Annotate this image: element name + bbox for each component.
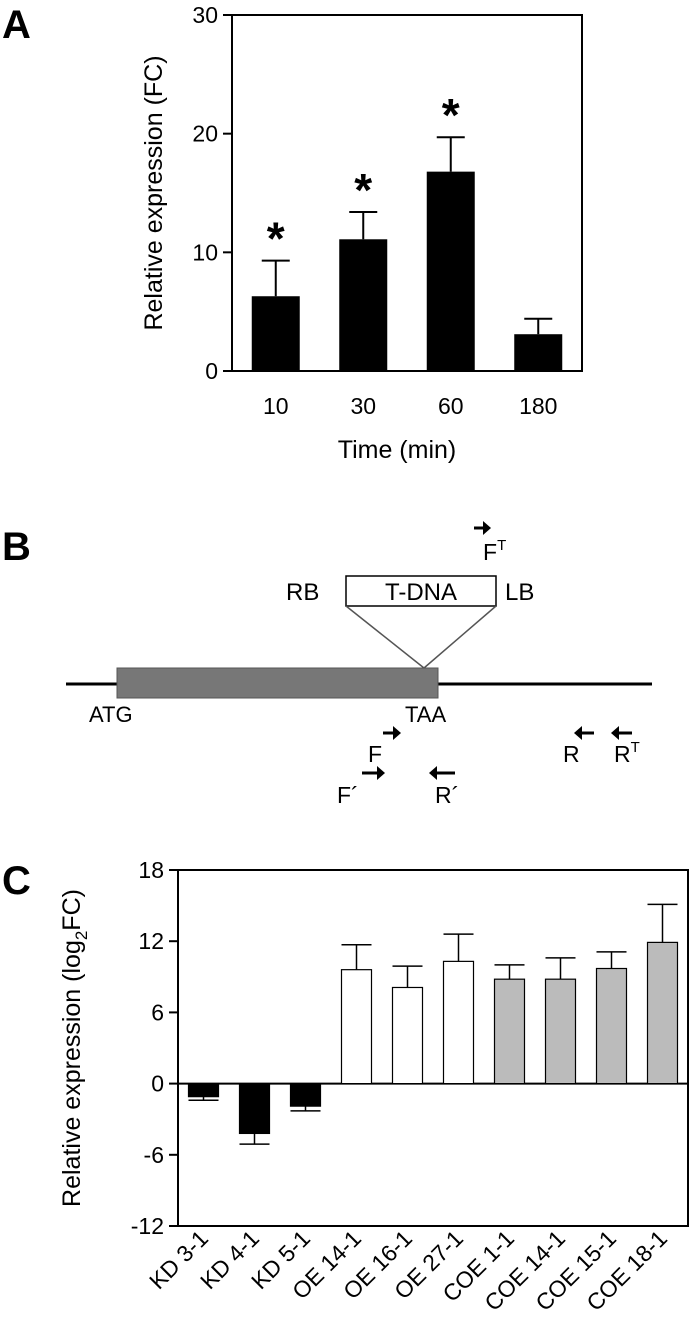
panel-c-bar	[442, 960, 475, 1085]
panel-a-bar	[426, 171, 475, 371]
panel-a-letter: A	[2, 3, 31, 47]
panel-a-bar	[339, 239, 388, 371]
panel-c-y-tick-label: 12	[138, 928, 164, 954]
panel-c-bar	[238, 1082, 271, 1135]
panel-c-bar	[391, 986, 424, 1085]
panel-a-bar	[514, 334, 563, 371]
panel-c-x-axis: KD 3-1KD 4-1KD 5-1OE 14-1OE 16-1OE 27-1C…	[144, 1225, 672, 1316]
primer-arrow-ft	[474, 521, 491, 535]
primer-arrow-fp	[362, 766, 385, 780]
primer-label-rt: RT	[614, 739, 640, 767]
primer-arrow-f	[383, 726, 401, 740]
panel-c-y-tick-label: 18	[138, 857, 164, 883]
panel-c: C -12 -6 0 6 12 18 KD 3-1KD 4-1KD 5-1OE 14-1O…	[2, 857, 689, 1316]
lb-label: LB	[505, 579, 534, 606]
panel-c-y-tick-label: -6	[144, 1142, 164, 1168]
panel-c-bar	[646, 941, 679, 1085]
panel-c-bar	[289, 1082, 322, 1107]
panel-c-y-tick-label: 0	[151, 1071, 164, 1097]
panel-a-y-tick-label: 10	[192, 239, 218, 265]
primer-arrow-rp	[429, 766, 455, 780]
rb-label: RB	[286, 579, 319, 606]
panel-a-bars: * * *	[251, 89, 563, 371]
panel-c-bar	[544, 978, 577, 1085]
panel-c-bars	[187, 903, 679, 1145]
panel-c-y-axis-label: Relative expression (log2FC)	[58, 889, 91, 1207]
panel-a-significance-star: *	[442, 89, 460, 141]
panel-b-letter: B	[2, 525, 31, 569]
panel-a-significance-star: *	[267, 213, 285, 265]
gene-coding-region	[116, 667, 439, 699]
panel-a-significance-star: *	[354, 164, 372, 216]
tdna-label: T-DNA	[385, 579, 457, 606]
panel-c-letter: C	[2, 859, 31, 903]
atg-label: ATG	[89, 702, 133, 727]
panel-a-x-tick-label: 10	[263, 393, 289, 419]
panel-c-y-tick-label: 6	[151, 999, 164, 1025]
panel-a-x-tick-label: 30	[350, 393, 376, 419]
panel-b-gene-diagram: B T-DNA RB LB ATG TAA FT F F´	[2, 521, 652, 808]
panel-c-bar	[595, 967, 628, 1085]
panel-c-y-axis: -12 -6 0 6 12 18	[131, 857, 178, 1239]
panel-a-y-axis: 0 10 20 30	[192, 2, 232, 384]
panel-a-x-axis-label: Time (min)	[338, 436, 457, 464]
panel-c-y-tick-label: -12	[131, 1213, 164, 1239]
primer-label-f: F	[368, 741, 382, 767]
panel-a-y-tick-label: 20	[192, 121, 218, 147]
panel-c-bar	[340, 969, 373, 1085]
tdna-box	[345, 575, 497, 607]
insertion-line-right	[423, 605, 497, 669]
primer-label-ft: FT	[483, 537, 506, 565]
panel-a-y-axis-label: Relative expression (FC)	[140, 55, 168, 330]
panel-c-bar	[493, 978, 526, 1085]
panel-a-bar	[251, 296, 300, 371]
primer-label-fp: F´	[337, 782, 359, 808]
primer-label-r: R	[563, 741, 580, 767]
panel-a-plot-frame	[231, 14, 583, 372]
primer-arrow-r	[574, 726, 594, 740]
insertion-line-left	[345, 605, 425, 669]
primer-label-rp: R´	[435, 782, 459, 808]
panel-a-x-tick-label: 60	[438, 393, 464, 419]
panel-a-x-axis: 10 30 60 180	[263, 393, 557, 419]
panel-a: A 0 10 20 30 * * * 10 30 60 180 Relative express…	[2, 2, 583, 464]
panel-c-bar	[187, 1082, 220, 1098]
primer-arrow-rt	[611, 726, 632, 740]
taa-label: TAA	[405, 702, 446, 727]
panel-a-y-tick-label: 0	[205, 358, 218, 384]
panel-a-x-tick-label: 180	[519, 393, 557, 419]
panel-a-y-tick-label: 30	[192, 2, 218, 28]
panel-c-plot-frame	[177, 869, 689, 1227]
